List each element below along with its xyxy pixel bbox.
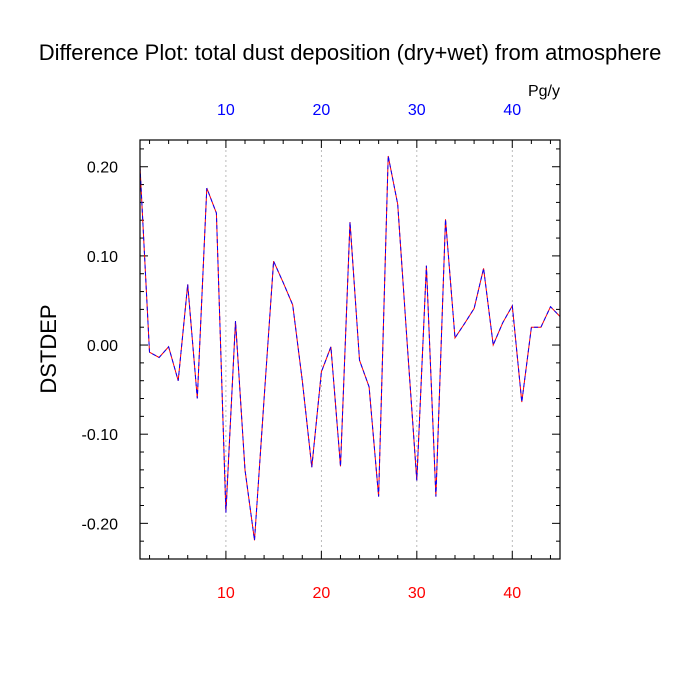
units-label: Pg/y bbox=[528, 83, 560, 100]
y-tick-label: 0.00 bbox=[87, 338, 118, 355]
x-tick-label-top: 30 bbox=[408, 102, 426, 119]
x-tick-labels-bottom: 10 20 30 40 bbox=[217, 585, 521, 602]
x-tick-label-top: 10 bbox=[217, 102, 235, 119]
axis-ticks bbox=[140, 140, 560, 560]
plot-frame bbox=[139, 139, 561, 560]
chart-title: Difference Plot: total dust deposition (… bbox=[39, 40, 662, 65]
y-tick-labels: 0.20 0.10 0.00 -0.10 -0.20 bbox=[82, 160, 119, 534]
x-tick-labels-top: 10 20 30 40 bbox=[217, 102, 521, 119]
series-line-red bbox=[139, 155, 561, 541]
x-tick-label-bottom: 20 bbox=[312, 585, 330, 602]
x-tick-label-bottom: 30 bbox=[408, 585, 426, 602]
x-tick-label-top: 20 bbox=[312, 102, 330, 119]
y-tick-label: -0.20 bbox=[82, 516, 119, 533]
y-axis-label: DSTDEP bbox=[36, 304, 61, 393]
y-tick-label: -0.10 bbox=[82, 427, 119, 444]
x-tick-label-top: 40 bbox=[503, 102, 521, 119]
series-line-blue bbox=[139, 155, 561, 541]
series-lines bbox=[139, 155, 561, 541]
x-tick-label-bottom: 40 bbox=[503, 585, 521, 602]
y-tick-label: 0.20 bbox=[87, 160, 118, 177]
y-tick-label: 0.10 bbox=[87, 249, 118, 266]
grid-lines bbox=[225, 140, 513, 559]
x-tick-label-bottom: 10 bbox=[217, 585, 235, 602]
